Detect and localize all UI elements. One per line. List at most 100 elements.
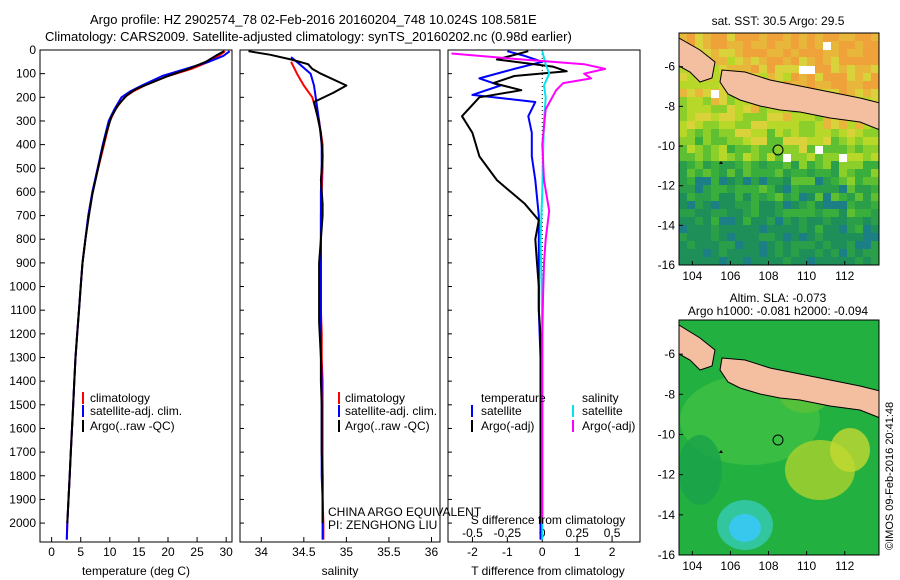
sumatra-land [679,324,716,371]
depth-tick-label: 1000 [9,280,36,294]
sst-pixel [847,33,855,41]
sst-pixel [823,233,831,241]
sst-pixel [823,225,831,233]
sst-pixel [855,217,863,225]
sst-pixel [775,41,783,49]
salinity-legend: climatology satellite-adj. clim. Argo(..… [338,391,437,433]
sst-pixel [839,161,847,169]
sst-pixel [751,209,759,217]
x-tick-label: 30 [220,545,234,559]
depth-tick-label: 600 [16,185,36,199]
legend-label-satellite: satellite-adj. clim. [90,404,182,418]
sst-pixel [767,129,775,137]
s-diff-tick-label: -0.25 [494,526,522,540]
sst-pixel [783,193,791,201]
sst-pixel [695,33,703,41]
sst-pixel [847,57,855,65]
sst-pixel [679,153,687,161]
sst-pixel [831,81,839,89]
sst-pixel [847,129,855,137]
sst-pixel [751,193,759,201]
sst-pixel [871,249,879,257]
sst-pixel [703,241,711,249]
series-line-argo-raw-qc [66,50,225,524]
sst-pixel [695,217,703,225]
sst-pixel [759,65,767,73]
sst-pixel [839,225,847,233]
sst-pixel [823,257,831,265]
sst-pixel [759,41,767,49]
sst-pixel [727,57,735,65]
sst-pixel [791,257,799,265]
sst-pixel [751,233,759,241]
sst-pixel [775,145,783,153]
temperature-x-axis: 0 5 10 15 20 25 30 [48,537,233,559]
argo-float-marker [772,434,784,446]
lat-tick-label: -14 [658,218,676,232]
sst-pixel [735,49,743,57]
sst-pixel [799,41,807,49]
sst-pixel [687,193,695,201]
sst-pixel [775,49,783,57]
sst-pixel [775,129,783,137]
sst-pixel [703,185,711,193]
sst-pixel [815,65,823,73]
sst-pixel [799,225,807,233]
sst-pixel [719,249,727,257]
sst-pixel [791,217,799,225]
sst-pixel [679,89,687,97]
sst-pixel [815,169,823,177]
sst-pixel [783,145,791,153]
sst-pixel [815,129,823,137]
sst-pixel [847,153,855,161]
sst-pixel [695,41,703,49]
sst-pixel [807,73,815,81]
sst-pixel [775,177,783,185]
sst-pixel [759,241,767,249]
sst-pixel [831,249,839,257]
sst-pixel [871,41,879,49]
sst-missing-pixel [783,154,791,162]
sst-pixel [687,33,695,41]
sst-pixel [687,129,695,137]
sst-pixel [751,217,759,225]
salinity-series [248,50,348,540]
sst-pixel [815,225,823,233]
sst-pixel [719,153,727,161]
sst-pixel [727,145,735,153]
sst-pixel [735,241,743,249]
sst-pixel [791,33,799,41]
sst-pixel [719,113,727,121]
sst-pixel [847,217,855,225]
sst-pixel [743,113,751,121]
sst-pixel [743,153,751,161]
sst-pixel [815,177,823,185]
sst-pixel [871,49,879,57]
sst-pixel [823,177,831,185]
sst-pixel [703,233,711,241]
sst-pixel [759,185,767,193]
sst-pixel [727,161,735,169]
sst-pixel [823,153,831,161]
sst-pixel [759,73,767,81]
sst-pixel [743,217,751,225]
sst-pixel [831,121,839,129]
sst-pixel [759,145,767,153]
sst-pixel [695,81,703,89]
sst-pixel [807,209,815,217]
sst-pixel [759,225,767,233]
sst-pixel [695,169,703,177]
sst-pixel [831,241,839,249]
sst-pixel [783,65,791,73]
depth-tick-label: 1600 [9,421,36,435]
sst-pixel [743,145,751,153]
s-diff-tick-label: 0.25 [565,526,589,540]
sst-pixel [735,153,743,161]
sst-pixel [687,249,695,257]
sst-pixel [807,57,815,65]
x-tick-label: 35 [340,545,354,559]
sst-pixel [735,257,743,265]
sst-pixel [679,105,687,113]
depth-tick-label: 1700 [9,445,36,459]
sst-pixel [807,161,815,169]
